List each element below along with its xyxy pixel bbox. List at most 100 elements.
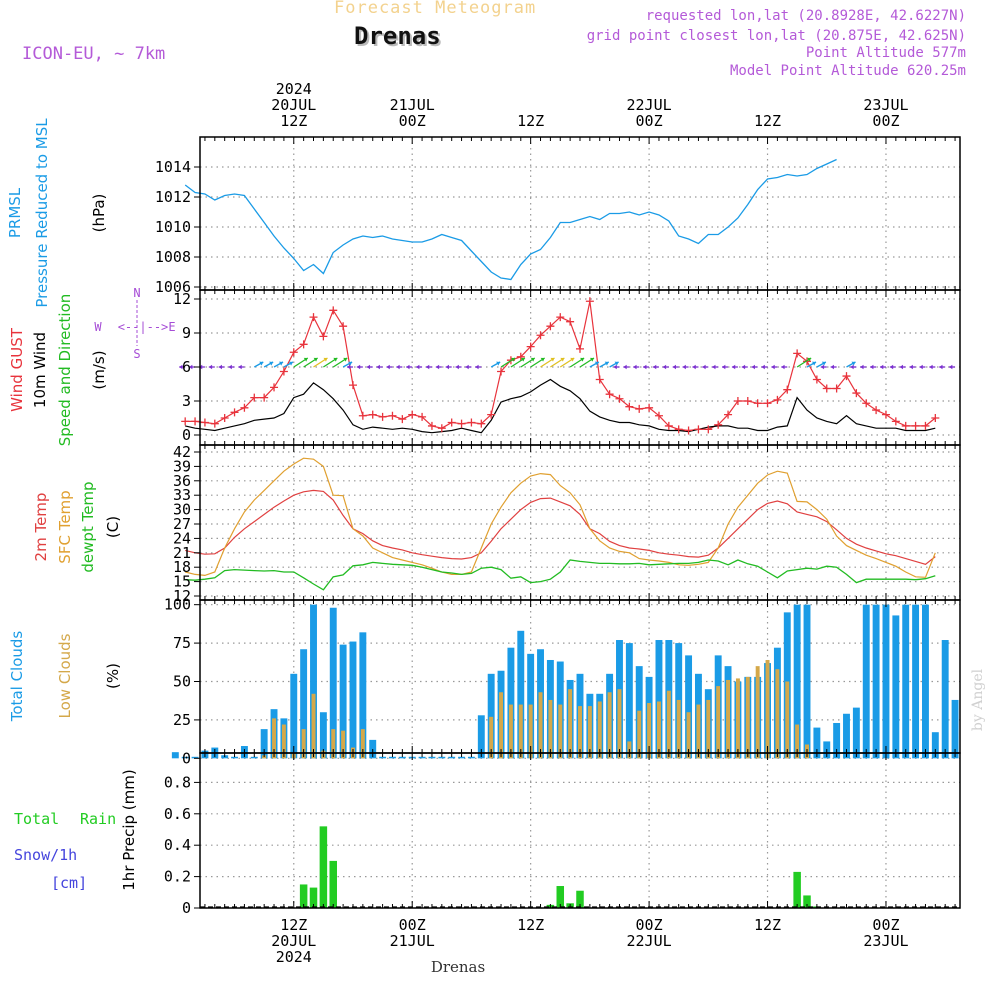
gust-point xyxy=(822,384,831,393)
gust-point xyxy=(477,419,486,428)
top-time-label: 2024 xyxy=(276,80,312,98)
wind-arrow-head xyxy=(919,364,923,370)
low-cloud-bar xyxy=(686,712,691,759)
total-cloud-bar xyxy=(300,649,308,759)
gridpoint-coords: grid point closest lon,lat (20.875E, 42.… xyxy=(586,28,966,44)
dir-east: E xyxy=(168,320,175,334)
gust-point xyxy=(556,313,565,322)
total-cloud-bar xyxy=(310,604,317,759)
gust-point xyxy=(901,421,910,430)
top-time-label: 23JUL xyxy=(863,96,908,114)
precip-ylabel: 1hr Precip (mm) xyxy=(120,769,138,890)
gust-point xyxy=(842,372,851,381)
low-cloud-bar xyxy=(765,659,770,759)
low-cloud-bar xyxy=(518,704,523,759)
total-cloud-bar xyxy=(329,607,337,759)
gust-point xyxy=(457,419,466,428)
wind-arrow-head xyxy=(228,364,232,370)
clouds-unit: (%) xyxy=(104,663,122,689)
gust-point xyxy=(724,410,733,419)
wind-arrow-head xyxy=(218,364,222,370)
precip-tick-label: 0.8 xyxy=(164,773,191,791)
gust-point xyxy=(299,340,308,349)
total-cloud-bar xyxy=(852,707,860,759)
total-cloud-bar xyxy=(250,756,258,759)
total-cloud-bar xyxy=(181,756,189,759)
wind-arrow-head xyxy=(540,357,545,362)
total-cloud-bar xyxy=(803,604,811,759)
total-cloud-bar xyxy=(862,604,870,759)
gust-point xyxy=(546,322,555,331)
bottom-time-label: 12Z xyxy=(754,916,781,934)
wind-arrow-head xyxy=(590,357,594,362)
top-time-label: 12Z xyxy=(754,112,781,130)
wind-arrow-head xyxy=(530,357,535,362)
direction-ylabel: Speed and Direction xyxy=(56,294,74,447)
temperature-tick-label: 36 xyxy=(173,472,191,490)
low-cloud-bar xyxy=(528,704,533,759)
wind-arrow-head xyxy=(386,364,390,370)
total-cloud-bar xyxy=(941,640,949,759)
wind-line xyxy=(185,378,936,434)
wind-tick-label: 3 xyxy=(182,392,191,410)
total-cloud-bar xyxy=(922,604,929,759)
top-time-label: 22JUL xyxy=(627,96,672,114)
gust-point xyxy=(783,385,792,394)
wind-arrow-head xyxy=(435,364,440,370)
rain-bar xyxy=(299,884,308,908)
gust-point xyxy=(260,393,269,402)
bottom-time-label: 00Z xyxy=(399,916,426,934)
wind-arrow-head xyxy=(662,364,667,370)
wind-arrow-head xyxy=(366,364,371,370)
wind-arrow-head xyxy=(643,364,647,370)
wind-arrow-head xyxy=(189,364,193,370)
temp-unit: (C) xyxy=(104,516,122,538)
temperature-tick-label: 27 xyxy=(173,515,191,533)
gust-point xyxy=(733,397,742,405)
low-cloud-bar xyxy=(568,689,573,759)
total-cloud-bar xyxy=(428,756,436,759)
gust-point xyxy=(654,411,663,420)
gust-point xyxy=(872,406,881,415)
top-time-label: 21JUL xyxy=(390,96,435,114)
snow-label: Snow/1h xyxy=(14,846,77,864)
low-cloud-bar xyxy=(607,692,612,759)
total-cloud-bar xyxy=(359,632,367,759)
gust-point xyxy=(645,403,654,412)
bottom-time-label: 21JUL xyxy=(390,932,435,950)
top-time-label: 00Z xyxy=(399,112,426,130)
low-cloud-bar xyxy=(281,724,286,759)
pressure-ylabel: PRMSL xyxy=(6,187,24,238)
gust-point xyxy=(368,410,377,419)
pressure-tick-label: 1010 xyxy=(155,218,191,236)
low-cloud-bar xyxy=(578,706,582,759)
total-cloud-bar xyxy=(833,722,841,759)
total-cloud-bar xyxy=(438,756,446,759)
gust-point xyxy=(250,393,259,402)
precip-tick-label: 0.4 xyxy=(164,836,191,854)
total-cloud-bar xyxy=(339,644,347,759)
wind-arrow-head xyxy=(879,364,884,370)
gust-point xyxy=(497,367,506,376)
wind-arrow-head xyxy=(652,364,657,370)
wind-arrow-head xyxy=(614,361,619,366)
model-label: ICON-EU, ~ 7km xyxy=(22,44,166,64)
total-cloud-bar xyxy=(655,640,663,759)
total-cloud-bar xyxy=(319,712,327,759)
total-cloud-bar xyxy=(398,756,406,759)
low-cloud-bar xyxy=(597,701,602,759)
temperature-frame xyxy=(199,444,961,601)
temperature-tick-label: 21 xyxy=(173,544,191,562)
low-cloud-bar xyxy=(735,678,740,759)
gust-point xyxy=(536,331,545,340)
total-cloud-bar xyxy=(349,641,357,759)
wind-arrow-head xyxy=(425,364,430,370)
credit-watermark: by Angel xyxy=(970,668,986,731)
pressure-unit: (hPa) xyxy=(90,194,108,233)
pressure-tick-label: 1006 xyxy=(155,278,191,296)
wind-arrow-head xyxy=(812,361,817,366)
total-cloud-bar xyxy=(813,727,821,759)
temperature-tick-label: 18 xyxy=(173,558,191,576)
wind-arrow-head xyxy=(594,361,599,366)
low-cloud-bar xyxy=(637,710,642,759)
